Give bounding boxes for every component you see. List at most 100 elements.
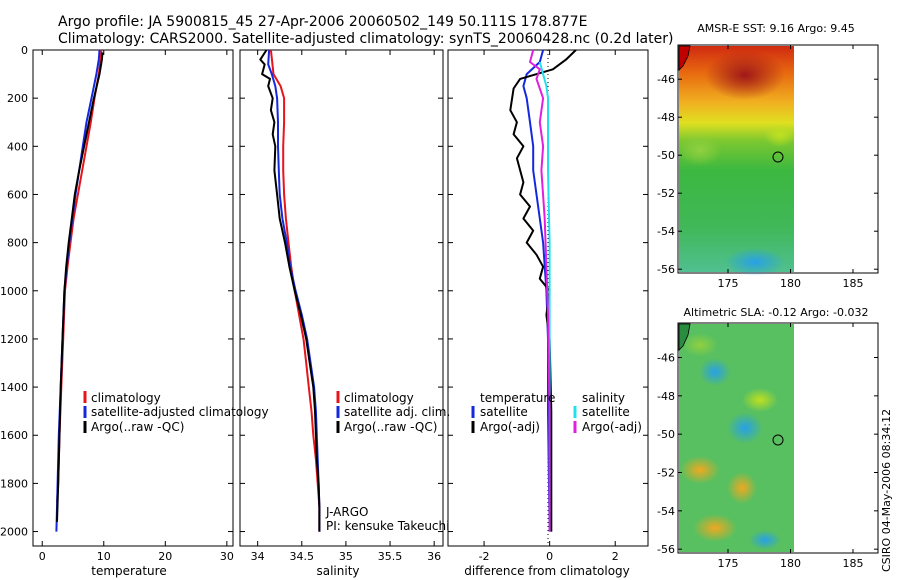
pi-annotation: PI: kensuke Takeuchi [326, 519, 449, 533]
sst-y-ticks: -46 -48 -50 -52 -54 -56 [657, 73, 878, 276]
sst-field [678, 45, 796, 276]
sla-map-panel: Altimetric SLA: -0.12 Argo: -0.032 -46 -4… [657, 306, 879, 570]
y-tick-label: 2000 [0, 526, 28, 539]
sst-mid-patch [764, 123, 796, 147]
coastline [678, 323, 691, 351]
temperature-panel: 0 200 400 600 800 1000 1200 1400 1600 1800 2000 0 1… [0, 44, 269, 578]
argo-float-marker [772, 434, 784, 446]
temperature-y-ticks: 0 200 400 600 800 1000 1200 1400 1600 1800 2000 [0, 44, 233, 539]
y-tick-label: 200 [7, 92, 28, 105]
x-tick-label: 30 [220, 550, 234, 563]
map-x-tick-label: 185 [843, 277, 864, 290]
legend-heading-temperature: temperature [480, 391, 555, 405]
series-line-argo-raw-qc- [56, 52, 104, 522]
sst-map-panel: AMSR-E SST: 9.16 Argo: 9.45 -46 -48 -50 -52… [657, 22, 879, 290]
map-x-tick-label: 175 [718, 557, 739, 570]
difference-x-ticks: -2 0 2 [479, 50, 619, 563]
sla-negative-anomaly [727, 412, 763, 444]
y-tick-label: 1400 [0, 381, 28, 394]
x-tick-label: 36 [427, 550, 441, 563]
sst-mid-patch [678, 134, 722, 166]
series-line-temperature-satellite [522, 49, 551, 532]
legend-heading-salinity: salinity [582, 391, 625, 405]
sla-positive-anomaly [680, 456, 720, 484]
map-y-tick-label: -50 [657, 149, 675, 162]
map-y-tick-label: -46 [657, 352, 675, 365]
map-y-tick-label: -48 [657, 111, 675, 124]
temperature-legend: climatology satellite-adjusted climatolo… [83, 391, 269, 434]
legend-label-satellite: satellite-adjusted climatology [91, 405, 269, 419]
difference-panel: -2 0 2 difference from climatology tempera… [447, 49, 649, 578]
difference-legend: temperature satellite Argo(-adj) salinit… [471, 391, 642, 434]
x-tick-label: 0 [546, 550, 553, 563]
legend-label-temp-satellite: satellite [480, 405, 528, 419]
legend-label-satellite: satellite adj. clim. [344, 405, 450, 419]
x-tick-label: 10 [97, 550, 111, 563]
x-tick-label: 2 [612, 550, 619, 563]
map-y-tick-label: -52 [657, 187, 675, 200]
y-tick-label: 0 [21, 44, 28, 57]
sst-x-ticks: 175 180 185 [718, 45, 864, 290]
difference-x-label: difference from climatology [464, 564, 630, 578]
series-line-argo-raw-qc- [259, 49, 321, 532]
x-tick-label: 35.5 [378, 550, 403, 563]
map-y-tick-label: -54 [657, 505, 675, 518]
map-y-tick-label: -46 [657, 73, 675, 86]
salinity-y-ticks [240, 49, 443, 533]
difference-y-ticks [448, 49, 648, 533]
legend-label-temp-argo: Argo(-adj) [480, 420, 540, 434]
figure-title-line1: Argo profile: JA 5900815_45 27-Apr-2006 … [58, 14, 587, 30]
map-y-tick-label: -52 [657, 467, 675, 480]
map-y-tick-label: -50 [657, 428, 675, 441]
y-tick-label: 1000 [0, 285, 28, 298]
x-tick-label: 34 [251, 550, 265, 563]
project-annotation: J-ARGO [325, 505, 368, 519]
sla-y-ticks: -46 -48 -50 -52 -54 -56 [657, 352, 878, 556]
salinity-x-ticks: 34 34.5 35 35.5 36 [251, 50, 441, 563]
y-tick-label: 400 [7, 140, 28, 153]
sst-warm-core [705, 50, 785, 100]
x-tick-label: 34.5 [290, 550, 315, 563]
x-tick-label: 0 [39, 550, 46, 563]
x-tick-label: 35 [339, 550, 353, 563]
legend-label-sal-satellite: satellite [582, 405, 630, 419]
difference-series [509, 49, 577, 532]
temperature-x-label: temperature [91, 564, 166, 578]
sla-field [678, 323, 794, 552]
y-tick-label: 1200 [0, 333, 28, 346]
sla-positive-anomaly [742, 388, 778, 412]
map-y-tick-label: -48 [657, 390, 675, 403]
map-y-tick-label: -54 [657, 225, 675, 238]
sla-positive-anomaly [682, 333, 718, 357]
sla-positive-anomaly [693, 514, 737, 542]
salinity-series [259, 49, 321, 532]
salinity-legend: climatology satellite adj. clim. Argo(..… [336, 391, 450, 434]
sla-negative-anomaly [699, 358, 731, 386]
sst-map-title: AMSR-E SST: 9.16 Argo: 9.45 [697, 22, 855, 35]
x-tick-label: 20 [158, 550, 172, 563]
footer-timestamp: CSIRO 04-May-2006 08:34:12 [880, 409, 893, 572]
legend-label-argo: Argo(..raw -QC) [91, 420, 184, 434]
y-tick-label: 800 [7, 237, 28, 250]
y-tick-label: 1600 [0, 429, 28, 442]
series-line-salinity-argo-adj- [529, 49, 551, 532]
legend-label-argo: Argo(..raw -QC) [344, 420, 437, 434]
series-line-salinity-satellite [538, 61, 551, 532]
sla-x-ticks: 175 180 185 [718, 323, 864, 570]
y-tick-label: 1800 [0, 477, 28, 490]
temperature-series [55, 49, 104, 532]
series-line-satellite-adjusted-climatology [55, 49, 101, 532]
temperature-x-ticks: 0 10 20 30 [39, 50, 234, 563]
temperature-axes-box [32, 49, 234, 547]
sla-negative-anomaly [749, 530, 781, 550]
series-line-climatology [56, 49, 103, 503]
sst-cool-patch [725, 248, 785, 276]
map-x-tick-label: 180 [780, 557, 801, 570]
map-x-tick-label: 180 [780, 277, 801, 290]
legend-label-climatology: climatology [344, 391, 414, 405]
salinity-x-label: salinity [316, 564, 359, 578]
sla-map-title: Altimetric SLA: -0.12 Argo: -0.032 [684, 306, 869, 319]
legend-label-climatology: climatology [91, 391, 161, 405]
salinity-axes-box [239, 49, 444, 547]
